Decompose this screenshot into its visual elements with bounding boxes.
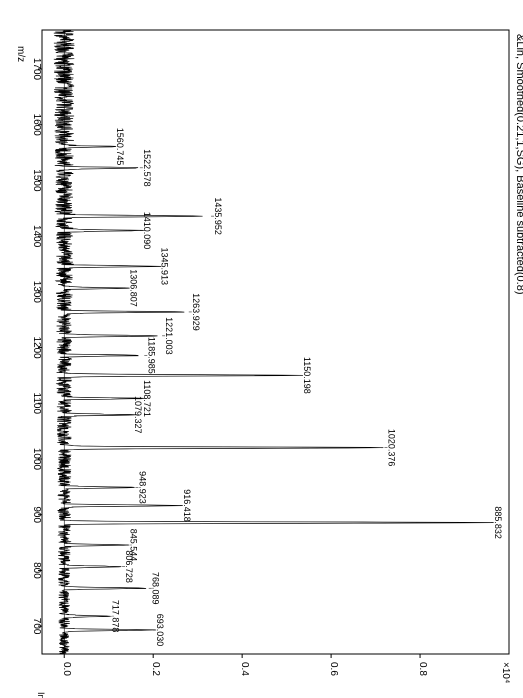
peak-label: 1263.929 xyxy=(191,293,201,331)
peak-label: 768.089 xyxy=(151,572,161,605)
svg-text:1500: 1500 xyxy=(31,169,42,192)
peak-label: 1435.952 xyxy=(213,197,223,235)
svg-text:×10⁴: ×10⁴ xyxy=(500,662,511,683)
svg-text:1700: 1700 xyxy=(31,58,42,81)
svg-text:700: 700 xyxy=(31,618,42,635)
svg-text:0.2: 0.2 xyxy=(150,662,161,676)
svg-text:1400: 1400 xyxy=(31,225,42,248)
peak-label: 1306.807 xyxy=(129,269,139,307)
spectrum-svg: 700 800 900 1000 1100 1200 1300 1400 1500 1600 170… xyxy=(0,0,523,698)
svg-text:900: 900 xyxy=(31,506,42,523)
peak-label: 1079.327 xyxy=(133,396,143,434)
peak-label: 1345.913 xyxy=(160,248,170,286)
svg-text:1000: 1000 xyxy=(31,448,42,471)
svg-text:1200: 1200 xyxy=(31,336,42,359)
peak-label: 1150.198 xyxy=(302,357,312,394)
chart-title: &Lin, Smoothed(0.21,1,SG), Baseline subt… xyxy=(514,34,523,294)
peak-label: 1020.376 xyxy=(386,429,396,467)
svg-text:1100: 1100 xyxy=(31,393,42,415)
peak-label: 717.878 xyxy=(111,600,121,633)
svg-text:0.0: 0.0 xyxy=(61,662,72,676)
peak-label: 885.832 xyxy=(493,506,503,539)
peak-label: 1185.985 xyxy=(146,337,156,374)
peak-label: 1221.003 xyxy=(164,317,174,355)
peak-label: 1560.745 xyxy=(115,128,125,166)
svg-text:0.6: 0.6 xyxy=(328,662,339,676)
svg-text:m/z: m/z xyxy=(15,46,26,62)
svg-text:0.8: 0.8 xyxy=(417,662,428,676)
peak-label: 1522.578 xyxy=(142,149,152,187)
svg-text:1600: 1600 xyxy=(31,114,42,137)
peak-label: 1410.090 xyxy=(142,212,152,250)
svg-text:800: 800 xyxy=(31,562,42,579)
peak-label: 845.544 xyxy=(129,529,139,562)
peak-label: 916.418 xyxy=(182,489,192,522)
peak-label: 693.030 xyxy=(155,614,165,647)
svg-text:1300: 1300 xyxy=(31,281,42,304)
svg-text:Intens. [a.u.]: Intens. [a.u.] xyxy=(36,692,46,698)
spectrum-chart-container: 700 800 900 1000 1100 1200 1300 1400 1500 1600 170… xyxy=(0,0,523,698)
peak-label: 1108.721 xyxy=(142,380,152,417)
peak-label: 948.923 xyxy=(137,471,147,504)
svg-text:0.4: 0.4 xyxy=(239,662,250,676)
